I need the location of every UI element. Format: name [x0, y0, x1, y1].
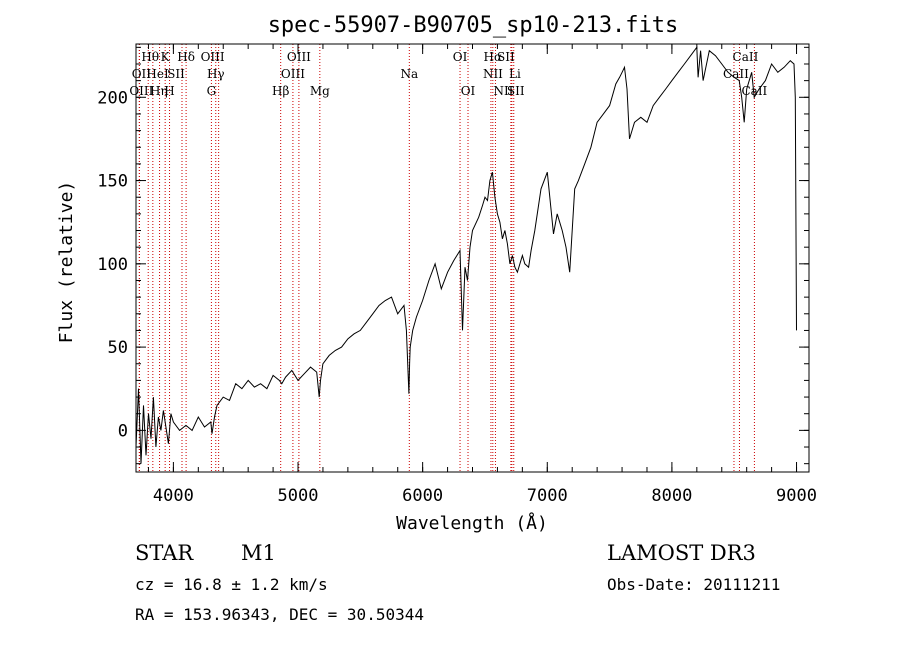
line-label-5: SII: [167, 67, 185, 81]
line-label-3: OII: [132, 67, 152, 81]
coordinates: RA = 153.96343, DEC = 30.50344: [135, 605, 424, 624]
chart-title: spec-55907-B90705_sp10-213.fits: [268, 13, 679, 38]
line-label-10: Hγ: [207, 67, 225, 81]
x-tick-label: 8000: [651, 486, 692, 506]
line-label-16: Na: [400, 67, 418, 81]
line-label-13: OIII: [281, 67, 305, 81]
line-label-24: SII: [507, 84, 525, 98]
line-label-7: Hη: [150, 84, 168, 98]
x-tick-label: 5000: [278, 486, 319, 506]
observation-date: Obs-Date: 20111211: [607, 575, 780, 594]
line-label-23: NII: [493, 84, 513, 98]
line-label-20: SII: [497, 50, 515, 64]
object-class: STAR: [135, 541, 194, 565]
line-label-4: HeI: [146, 67, 169, 81]
y-axis-label: Flux (relative): [56, 181, 77, 344]
redshift-cz: cz = 16.8 ± 1.2 km/s: [135, 575, 328, 594]
line-label-15: Mg: [310, 84, 330, 98]
line-label-19: Hα: [484, 50, 503, 64]
spectral-line-markers: [138, 44, 755, 472]
line-label-9: OIII: [201, 50, 225, 64]
x-tick-label: 4000: [153, 486, 194, 506]
line-label-21: NII: [483, 67, 503, 81]
line-label-14: Hβ: [272, 84, 289, 98]
line-label-25: CaII: [733, 50, 759, 64]
x-axis-ticks: 4000 5000 6000 7000 8000 9000: [147, 44, 817, 506]
line-label-1: K: [161, 50, 171, 64]
x-tick-label: 9000: [776, 486, 817, 506]
line-label-2: Hδ: [177, 50, 195, 64]
y-tick-label: 150: [97, 172, 128, 192]
x-tick-label: 6000: [402, 486, 443, 506]
line-label-17: OI: [453, 50, 468, 64]
x-tick-label: 7000: [527, 486, 568, 506]
line-label-6: OIII: [129, 84, 153, 98]
y-tick-label: 0: [118, 421, 128, 441]
line-label-22: Li: [509, 67, 521, 81]
survey-name: LAMOST DR3: [607, 541, 756, 565]
plot-frame: [135, 43, 810, 473]
object-subclass: M1: [241, 541, 276, 565]
line-label-27: CaII: [741, 84, 767, 98]
line-label-11: G: [207, 84, 217, 98]
line-label-8: H: [164, 84, 174, 98]
y-tick-label: 100: [97, 255, 128, 275]
line-label-18: OI: [461, 84, 476, 98]
x-axis-label: Wavelength (Å): [396, 512, 548, 534]
y-tick-label: 50: [108, 338, 128, 358]
line-label-0: Hθ: [141, 50, 159, 64]
y-tick-label: 200: [97, 88, 128, 108]
spectrum-line: [135, 45, 797, 464]
line-label-12: OIII: [287, 50, 311, 64]
line-label-26: CaII: [723, 67, 749, 81]
y-axis-ticks: 0 50 100 150 200: [97, 46, 809, 465]
